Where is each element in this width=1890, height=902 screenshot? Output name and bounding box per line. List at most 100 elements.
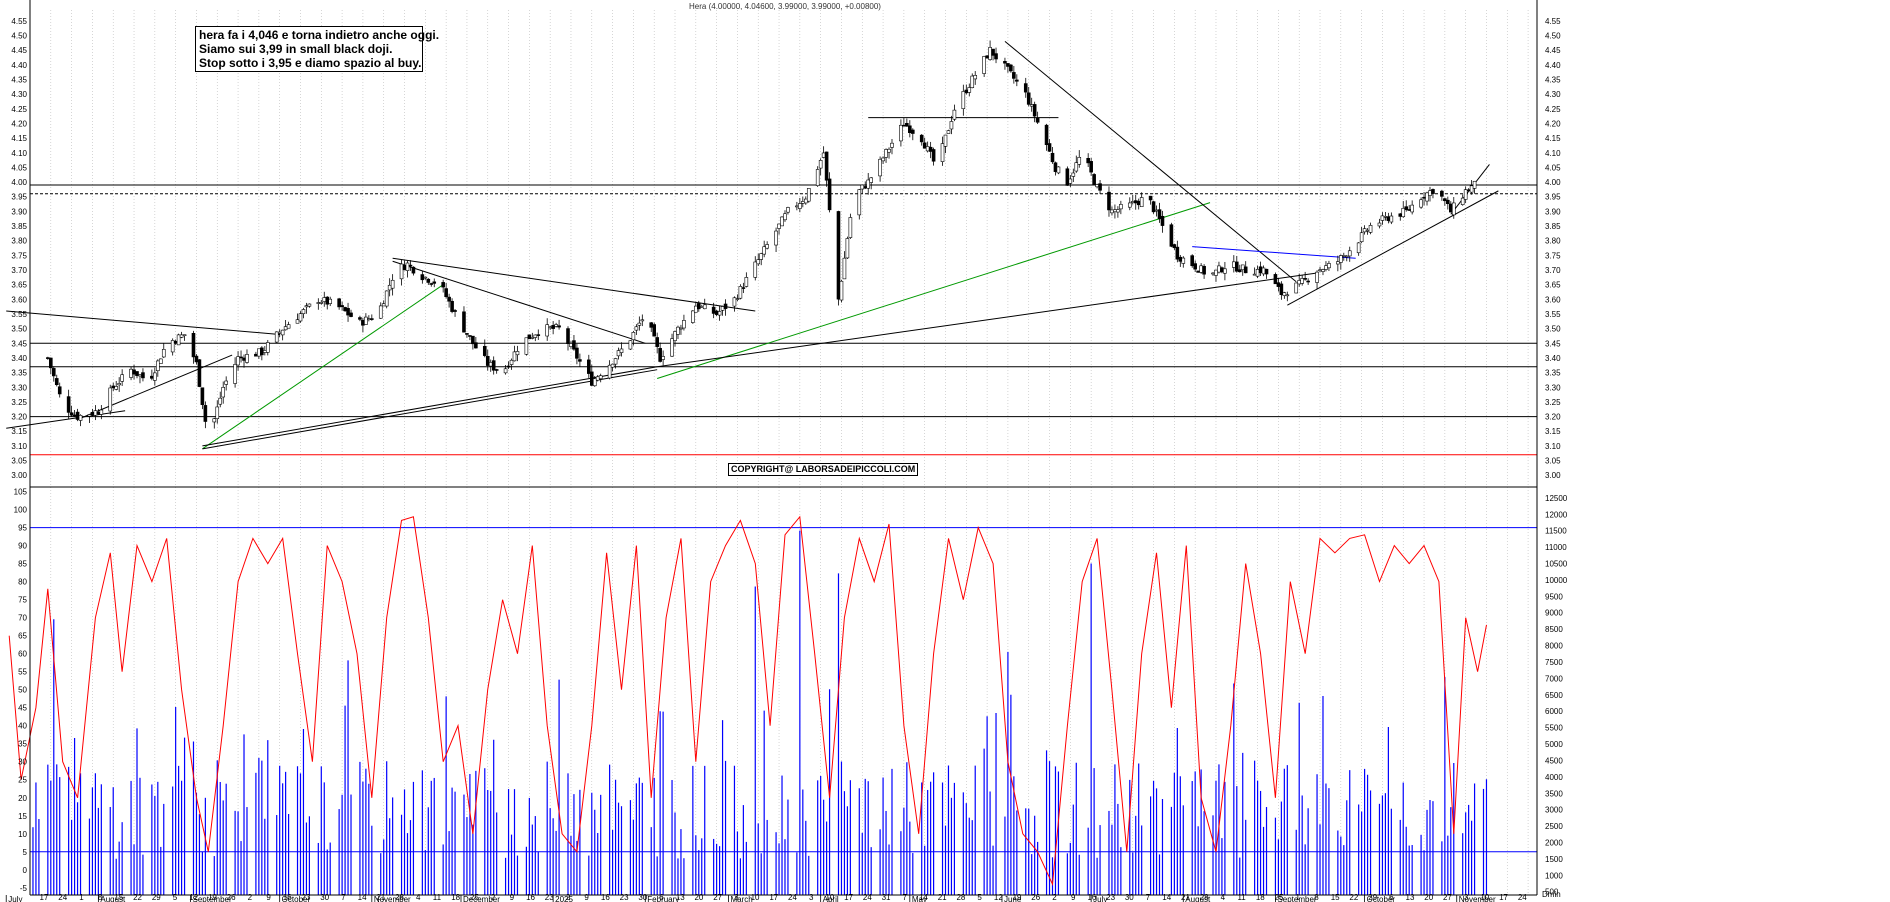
candle-body [1383, 216, 1388, 218]
price-tick-label-right: 4.30 [1545, 90, 1561, 99]
month-label: February [647, 895, 679, 902]
candle-body [138, 374, 142, 377]
candle-body [57, 386, 62, 395]
oscillator-tick-label: 85 [18, 560, 27, 569]
month-label: October [282, 895, 311, 902]
date-tick-label: 25 [1275, 893, 1284, 902]
volume-tick-label: 2500 [1545, 822, 1563, 831]
candle-body [1339, 255, 1343, 263]
date-tick-label: 16 [283, 893, 292, 902]
date-tick-label: 3 [809, 893, 814, 902]
candle-body [598, 375, 603, 380]
date-tick-label: 11 [433, 893, 442, 902]
volume-tick-label: 1000 [1545, 871, 1563, 880]
trendline [1192, 246, 1356, 259]
candle-body [1116, 209, 1120, 213]
candle-body [1234, 261, 1239, 272]
candle-body [1327, 263, 1331, 269]
month-label: December [463, 895, 500, 902]
candle-body [1086, 158, 1090, 164]
date-tick-label: 10 [751, 893, 760, 902]
candle-body [194, 355, 199, 363]
candle-body [1404, 206, 1409, 210]
date-tick-label: 2 [248, 893, 253, 902]
candle-body [572, 340, 576, 350]
oscillator-tick-label: 65 [18, 632, 27, 641]
candle-body [120, 374, 124, 382]
candle-body [821, 152, 826, 158]
date-tick-label: 8 [1314, 893, 1319, 902]
date-tick-label: 20 [694, 893, 703, 902]
candle-body [173, 340, 178, 344]
date-tick-label: 28 [1200, 893, 1209, 902]
price-tick-label-right: 3.00 [1545, 471, 1561, 480]
candle-body [762, 246, 766, 255]
candle-body [658, 348, 662, 362]
price-tick-label-right: 4.15 [1545, 134, 1561, 143]
candle-body [274, 331, 279, 343]
chart-title: Hera (4.00000, 4.04600, 3.99000, 3.99000… [689, 2, 881, 11]
month-label: 2025 [555, 895, 573, 902]
price-tick-label-right: 3.80 [1545, 237, 1561, 246]
candle-body [836, 211, 841, 300]
candle-body [218, 397, 223, 405]
candle-body [265, 342, 270, 353]
candle-body [827, 178, 832, 211]
candle-body [316, 302, 321, 304]
candle-body [1139, 197, 1144, 208]
candle-body [842, 257, 847, 280]
candle-body [1294, 282, 1299, 294]
candle-body [640, 319, 645, 322]
price-tick-label-right: 4.10 [1545, 149, 1561, 158]
month-label: September [1277, 895, 1316, 902]
candle-body [801, 201, 805, 204]
candle-body [1169, 224, 1174, 247]
candle-body [991, 48, 995, 56]
date-tick-label: 21 [938, 893, 947, 902]
volume-unit-label: Dmin [1542, 890, 1561, 899]
candle-body [494, 369, 499, 371]
date-tick-label: 26 [227, 893, 236, 902]
candle-body [925, 146, 930, 152]
price-tick-label-left: 4.45 [11, 46, 27, 55]
date-tick-label: 28 [395, 893, 404, 902]
candle-body [1324, 265, 1328, 270]
candle-body [524, 337, 529, 355]
date-tick-label: 8 [98, 893, 103, 902]
candle-body [818, 160, 823, 169]
price-tick-label-right: 4.05 [1545, 163, 1561, 172]
candle-body [1127, 202, 1132, 208]
oscillator-tick-label: 105 [14, 488, 28, 497]
volume-tick-label: 500 [1545, 888, 1559, 897]
month-label: April [823, 895, 839, 902]
date-tick-label: 7 [341, 893, 346, 902]
candle-body [78, 415, 83, 421]
candle-body [1315, 271, 1319, 283]
candle-body [1255, 269, 1260, 277]
date-tick-label: 9 [510, 893, 515, 902]
candle-body [545, 324, 549, 337]
volume-tick-label: 5000 [1545, 740, 1563, 749]
date-tick-label: 3 [734, 893, 739, 902]
note-line-3: Stop sotto i 3,95 e diamo spazio al buy. [199, 56, 422, 70]
candle-body [806, 188, 811, 202]
candle-body [474, 342, 478, 349]
volume-bars [32, 530, 1488, 895]
oscillator-tick-label: 35 [18, 740, 27, 749]
date-tick-label: 16 [1087, 893, 1096, 902]
month-label: October [1367, 895, 1396, 902]
candle-body [940, 143, 945, 162]
horizontal-levels [30, 117, 1537, 853]
oscillator-tick-label: 0 [23, 866, 28, 875]
oscillator-tick-label: 5 [23, 848, 28, 857]
candle-body [1214, 269, 1218, 276]
oscillator-tick-label: 80 [18, 578, 27, 587]
candle-body [141, 372, 145, 379]
candle-body [343, 307, 347, 312]
price-tick-label-left: 3.80 [11, 237, 27, 246]
candle-body [239, 356, 243, 359]
candle-body [928, 146, 933, 152]
date-tick-label: 30 [638, 893, 647, 902]
date-tick-label: 4 [416, 893, 421, 902]
oscillator-tick-label: 75 [18, 596, 27, 605]
